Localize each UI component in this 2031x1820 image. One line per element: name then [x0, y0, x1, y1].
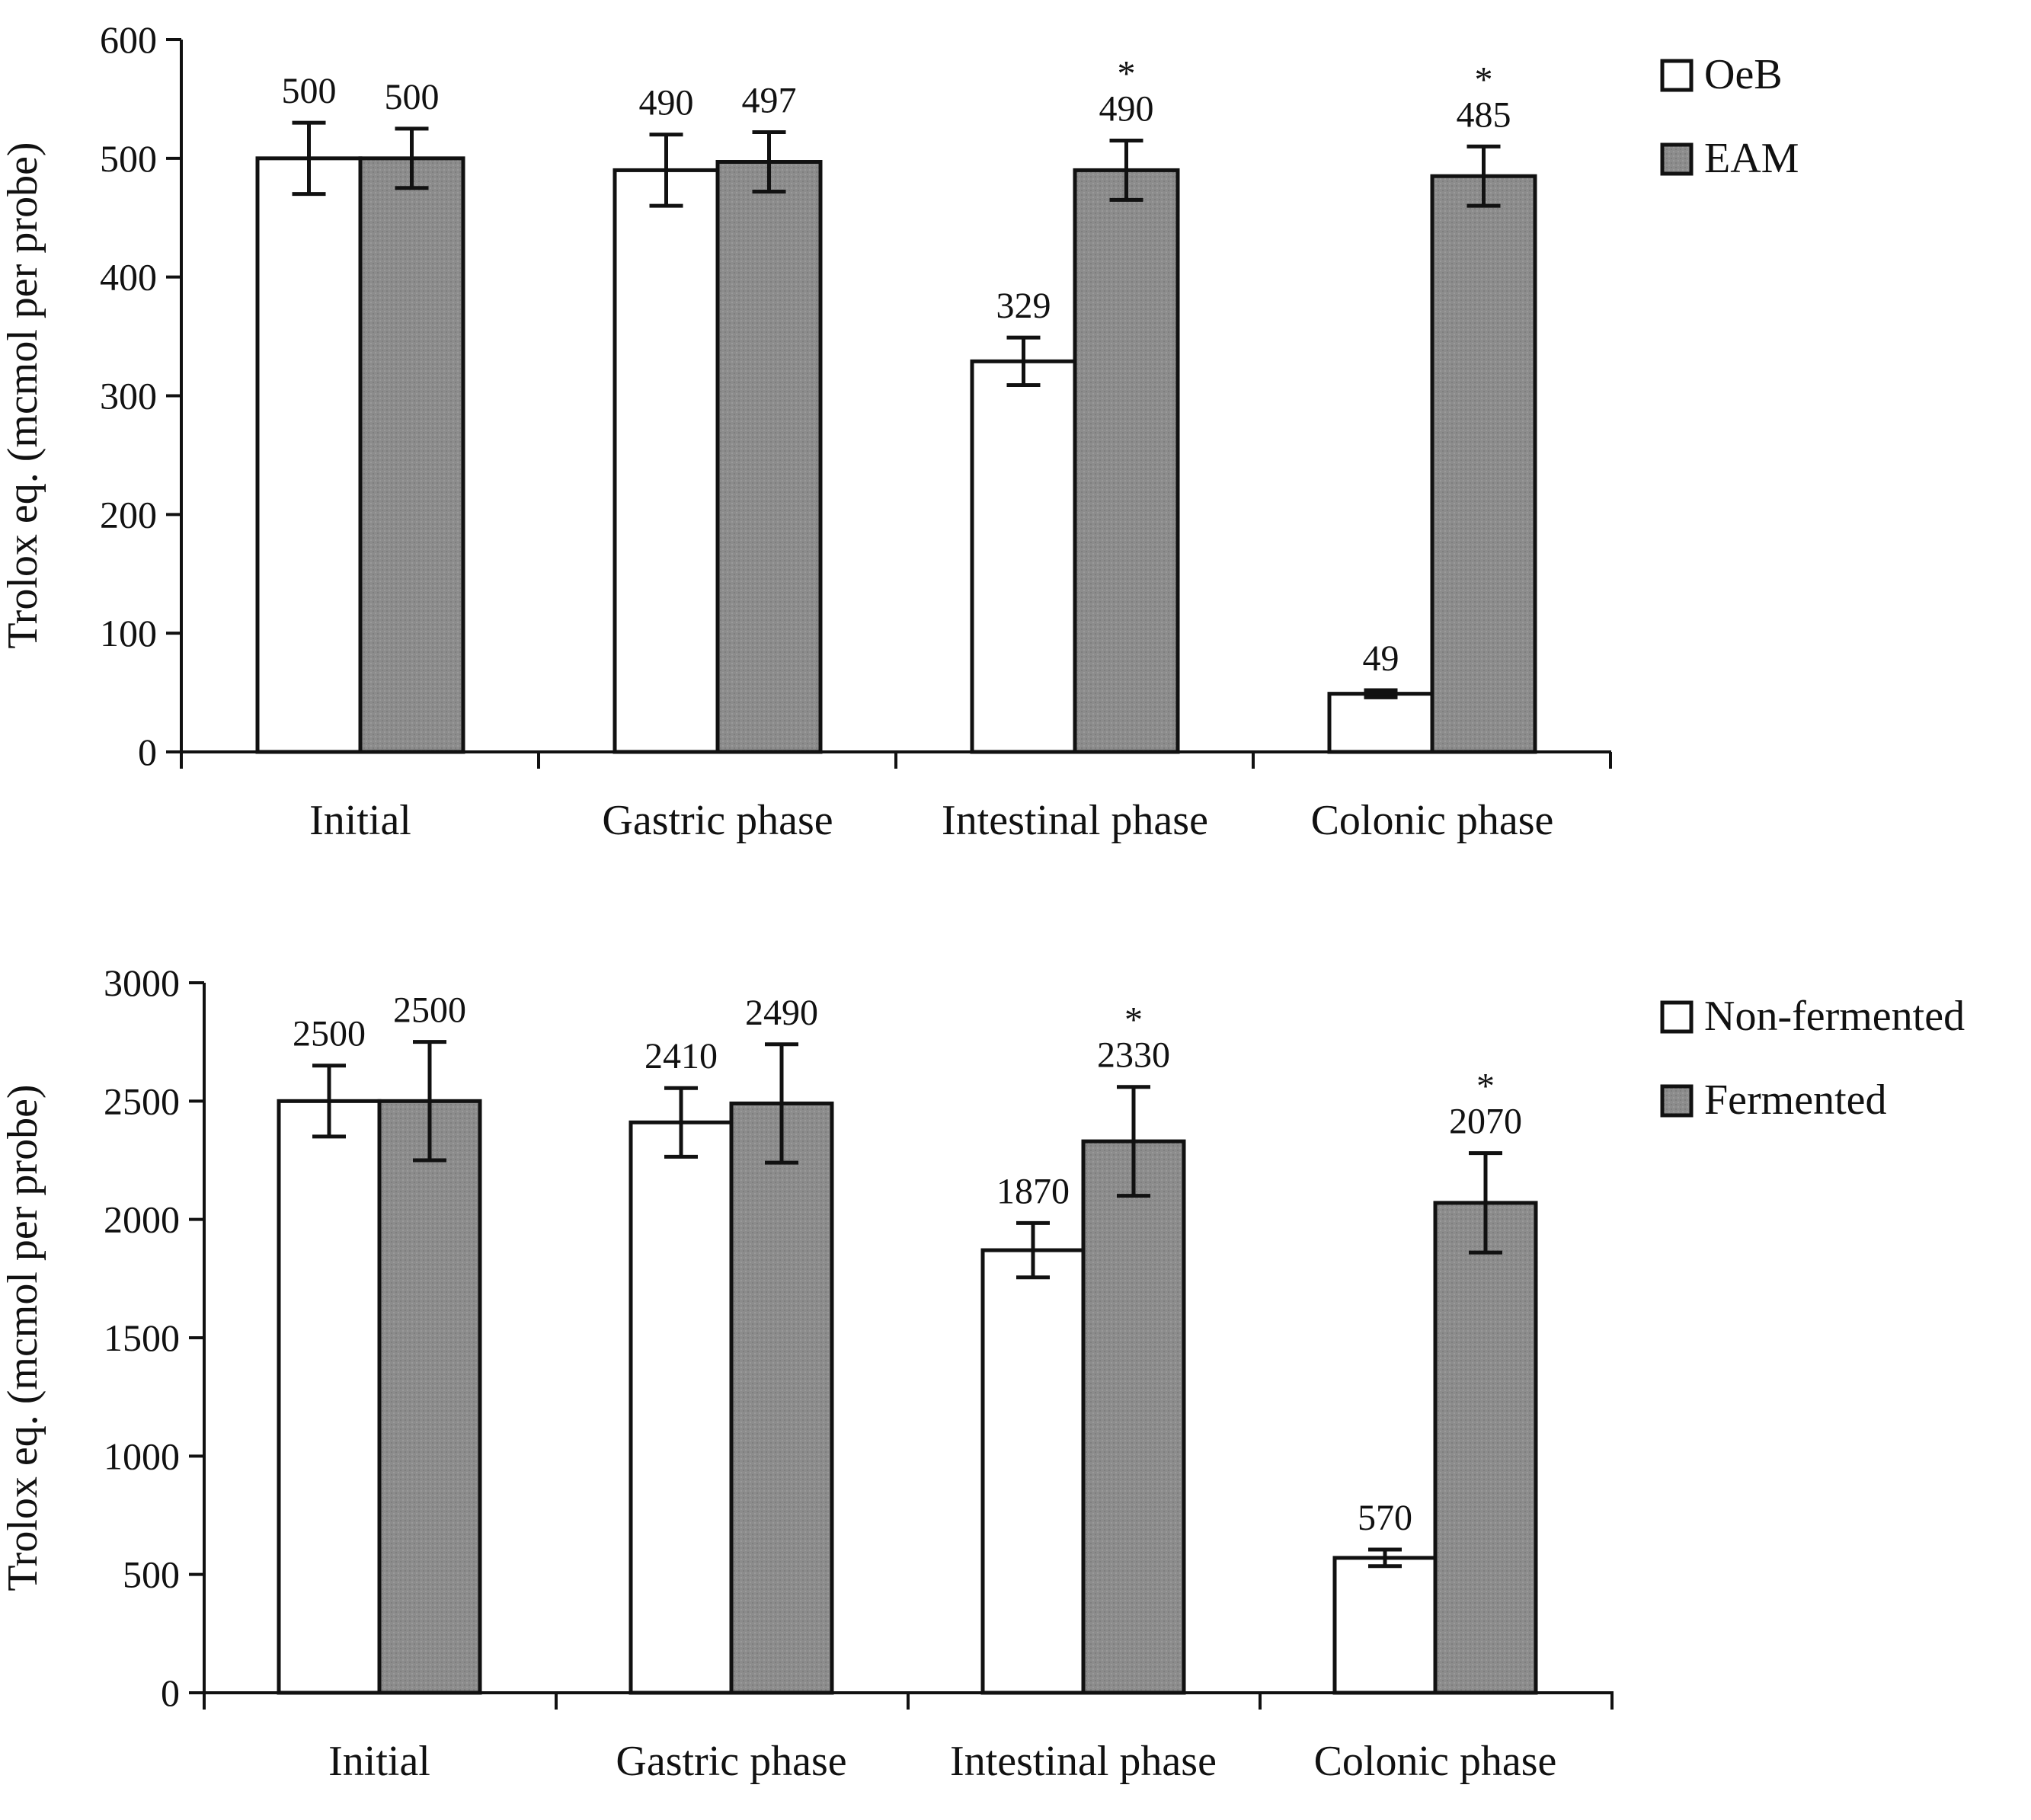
data-label: 49 — [1363, 638, 1399, 679]
category-label: Colonic phase — [1314, 1738, 1557, 1785]
category-label: Intestinal phase — [950, 1738, 1217, 1785]
category-label: Colonic phase — [1311, 797, 1554, 844]
bar — [980, 1248, 1086, 1695]
data-label: 2070 — [1449, 1102, 1522, 1142]
y-tick-label: 2000 — [104, 1198, 180, 1241]
data-label: 490 — [639, 83, 694, 123]
data-label: 2410 — [644, 1036, 718, 1076]
significance-star: * — [1118, 53, 1136, 94]
bar — [715, 160, 823, 754]
y-tick-label: 300 — [100, 375, 157, 417]
chart-panel-2: 2500 2500 Initial 2410 2490 Gastric phase 1870… — [0, 961, 1965, 1785]
category-label: Intestinal phase — [942, 797, 1208, 844]
y-tick-label: 600 — [100, 18, 157, 61]
y-tick-label: 500 — [100, 137, 157, 180]
category-label: Initial — [328, 1738, 430, 1785]
bar — [377, 1099, 482, 1695]
data-label: 329 — [996, 286, 1051, 326]
y-tick-label: 200 — [100, 493, 157, 536]
y-axis-title: Trolox eq. (mcmol per probe) — [0, 142, 46, 648]
data-label: 570 — [1358, 1498, 1412, 1538]
data-label: 485 — [1457, 94, 1511, 135]
legend-swatch — [1660, 142, 1694, 176]
legend-swatch — [1660, 1000, 1694, 1034]
category-label: Gastric phase — [602, 797, 833, 844]
bar — [1081, 1139, 1186, 1695]
legend-label: OeB — [1704, 51, 1783, 98]
data-label: 500 — [385, 77, 440, 117]
legend-swatch — [1660, 59, 1694, 92]
significance-star: * — [1124, 1000, 1143, 1041]
bar — [358, 156, 465, 754]
bar — [729, 1101, 834, 1695]
legend-label: Non-fermented — [1704, 993, 1965, 1040]
legend-swatch — [1660, 1084, 1694, 1118]
category-label: Initial — [309, 797, 411, 844]
bar — [628, 1120, 734, 1695]
data-label: 500 — [282, 71, 337, 111]
legend-label: EAM — [1704, 135, 1799, 182]
y-tick-label: 1500 — [104, 1316, 180, 1359]
y-tick-label: 400 — [100, 256, 157, 299]
bar — [1332, 1556, 1438, 1695]
y-tick-label: 1000 — [104, 1435, 180, 1477]
y-tick-label: 2500 — [104, 1080, 180, 1122]
bar — [277, 1099, 382, 1695]
significance-star: * — [1476, 1067, 1495, 1107]
data-label: 2490 — [745, 993, 818, 1033]
y-tick-label: 0 — [138, 731, 157, 773]
data-label: 1870 — [996, 1171, 1070, 1211]
y-tick-label: 100 — [100, 612, 157, 654]
bar — [1433, 1201, 1538, 1695]
data-label: 2330 — [1097, 1035, 1170, 1076]
data-label: 2500 — [293, 1014, 366, 1054]
bar — [1327, 692, 1434, 754]
legend-label: Fermented — [1704, 1076, 1886, 1124]
category-label: Gastric phase — [616, 1738, 846, 1785]
bar — [255, 156, 363, 754]
data-label: 2500 — [393, 990, 466, 1031]
significance-star: * — [1475, 59, 1493, 100]
bar — [612, 168, 720, 754]
y-tick-label: 500 — [123, 1553, 180, 1596]
bar — [970, 359, 1077, 754]
bar — [1430, 174, 1537, 754]
bar — [1073, 168, 1180, 754]
y-tick-label: 0 — [161, 1671, 180, 1714]
data-label: 490 — [1099, 88, 1154, 129]
data-label: 497 — [742, 81, 797, 121]
y-axis-title: Trolox eq. (mcmol per probe) — [0, 1084, 46, 1591]
y-tick-label: 3000 — [104, 961, 180, 1004]
